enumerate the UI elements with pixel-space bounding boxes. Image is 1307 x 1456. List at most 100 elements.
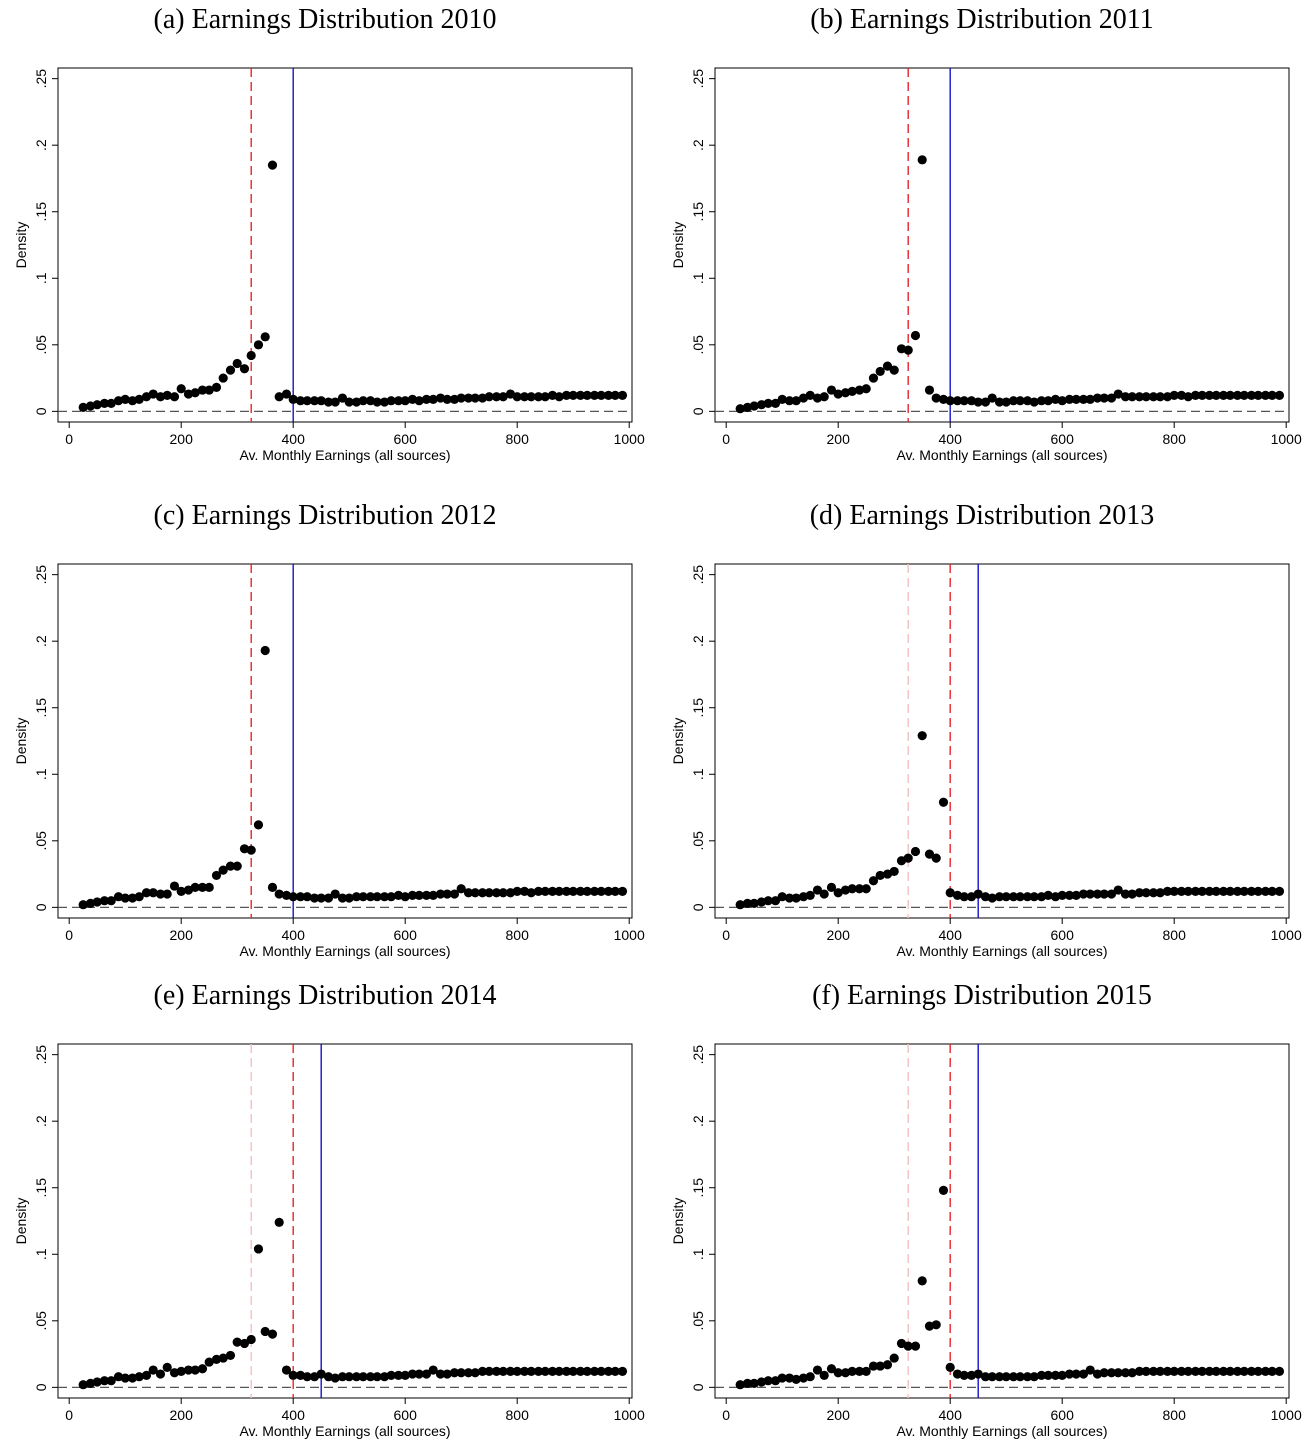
data-point bbox=[393, 396, 404, 406]
data-point bbox=[561, 886, 572, 896]
data-point bbox=[281, 389, 292, 399]
data-point bbox=[204, 385, 214, 395]
data-point bbox=[1043, 396, 1053, 406]
data-point bbox=[1050, 1370, 1061, 1380]
data-point bbox=[1246, 1366, 1257, 1376]
data-point bbox=[819, 1370, 829, 1380]
data-point bbox=[826, 385, 837, 395]
chart-2014: 0 .05 .1 .15 .2 .25 0 200 400 600 800 1000 Av. Month… bbox=[13, 1043, 645, 1439]
data-point bbox=[610, 1366, 620, 1376]
data-point bbox=[1099, 1368, 1109, 1378]
data-point bbox=[358, 1372, 368, 1382]
data-point bbox=[931, 393, 941, 403]
data-point bbox=[197, 385, 208, 395]
data-point bbox=[1267, 390, 1277, 400]
data-point bbox=[148, 389, 158, 399]
data-point bbox=[994, 1372, 1005, 1382]
data-point bbox=[763, 1376, 773, 1386]
data-point bbox=[917, 731, 927, 741]
data-point bbox=[372, 892, 382, 902]
y-tick-label: .15 bbox=[33, 698, 49, 718]
data-point bbox=[868, 373, 879, 383]
data-point bbox=[134, 892, 144, 902]
data-point bbox=[1253, 886, 1263, 896]
data-point bbox=[547, 1366, 558, 1376]
plot-frame bbox=[57, 563, 633, 919]
data-point bbox=[1078, 394, 1089, 404]
panel-title: (a) Earnings Distribution 2010 bbox=[153, 4, 497, 35]
data-point bbox=[1015, 1372, 1025, 1382]
data-point bbox=[763, 896, 773, 906]
data-point bbox=[924, 385, 935, 395]
plot-frame bbox=[714, 1043, 1290, 1399]
data-point bbox=[568, 1366, 578, 1376]
data-point bbox=[1246, 390, 1257, 400]
data-point bbox=[463, 393, 474, 403]
data-point bbox=[910, 846, 921, 857]
y-tick-label: .25 bbox=[33, 565, 49, 585]
data-point bbox=[596, 1366, 606, 1376]
data-point bbox=[176, 384, 186, 394]
data-point bbox=[78, 900, 88, 910]
y-tick-label: 0 bbox=[690, 407, 706, 415]
chart-2011: 0 .05 .1 .15 .2 .25 0 200 400 600 800 1000 Av. Month… bbox=[670, 67, 1302, 463]
panel-2010: (a) Earnings Distribution 2010 0 .05 .1 .15… bbox=[0, 0, 650, 480]
data-point bbox=[491, 392, 502, 402]
data-point bbox=[1071, 394, 1081, 404]
data-point bbox=[1218, 1366, 1229, 1376]
data-point bbox=[784, 893, 795, 903]
data-point bbox=[204, 1357, 214, 1367]
data-point bbox=[784, 396, 795, 406]
data-point bbox=[211, 382, 222, 392]
data-point bbox=[568, 886, 578, 896]
data-point bbox=[337, 893, 348, 903]
data-point bbox=[470, 393, 480, 403]
data-point bbox=[302, 892, 312, 902]
data-point bbox=[575, 390, 586, 400]
data-point bbox=[1113, 389, 1123, 399]
data-point bbox=[372, 397, 382, 407]
data-point bbox=[931, 1320, 941, 1330]
data-point bbox=[1036, 396, 1047, 406]
data-point bbox=[1274, 886, 1285, 896]
data-point bbox=[1134, 888, 1145, 898]
data-point bbox=[875, 366, 885, 377]
data-point bbox=[1120, 392, 1131, 402]
data-point bbox=[365, 892, 376, 902]
y-tick-label: .2 bbox=[690, 1115, 706, 1127]
data-point bbox=[617, 390, 628, 400]
data-point bbox=[155, 1369, 166, 1379]
data-point bbox=[861, 884, 871, 894]
data-point bbox=[274, 392, 284, 402]
data-point bbox=[1267, 1366, 1277, 1376]
data-point bbox=[1225, 886, 1235, 896]
data-point bbox=[260, 645, 270, 656]
data-point bbox=[148, 1365, 158, 1375]
data-point bbox=[421, 394, 432, 404]
data-point bbox=[253, 1244, 264, 1254]
data-point bbox=[812, 885, 823, 895]
x-tick-label: 400 bbox=[939, 1407, 963, 1423]
data-point bbox=[1001, 892, 1011, 902]
data-point bbox=[1099, 393, 1109, 403]
data-point bbox=[819, 889, 829, 899]
data-point bbox=[777, 1373, 787, 1383]
x-tick-label: 400 bbox=[282, 1407, 306, 1423]
x-tick-label: 0 bbox=[722, 1407, 730, 1423]
data-point bbox=[749, 898, 759, 908]
data-point bbox=[889, 365, 899, 375]
data-point bbox=[211, 870, 222, 881]
data-point bbox=[239, 364, 250, 374]
data-point bbox=[344, 397, 354, 407]
data-point bbox=[1036, 1370, 1047, 1380]
data-point bbox=[1148, 888, 1159, 898]
data-point bbox=[819, 392, 829, 402]
y-tick-label: .25 bbox=[690, 69, 706, 89]
data-point bbox=[1176, 886, 1187, 896]
data-point bbox=[1183, 1366, 1193, 1376]
data-point bbox=[1106, 393, 1117, 403]
data-point bbox=[1190, 1366, 1201, 1376]
plot-frame bbox=[57, 1043, 633, 1399]
data-point bbox=[1141, 1366, 1151, 1376]
data-point bbox=[554, 392, 564, 402]
